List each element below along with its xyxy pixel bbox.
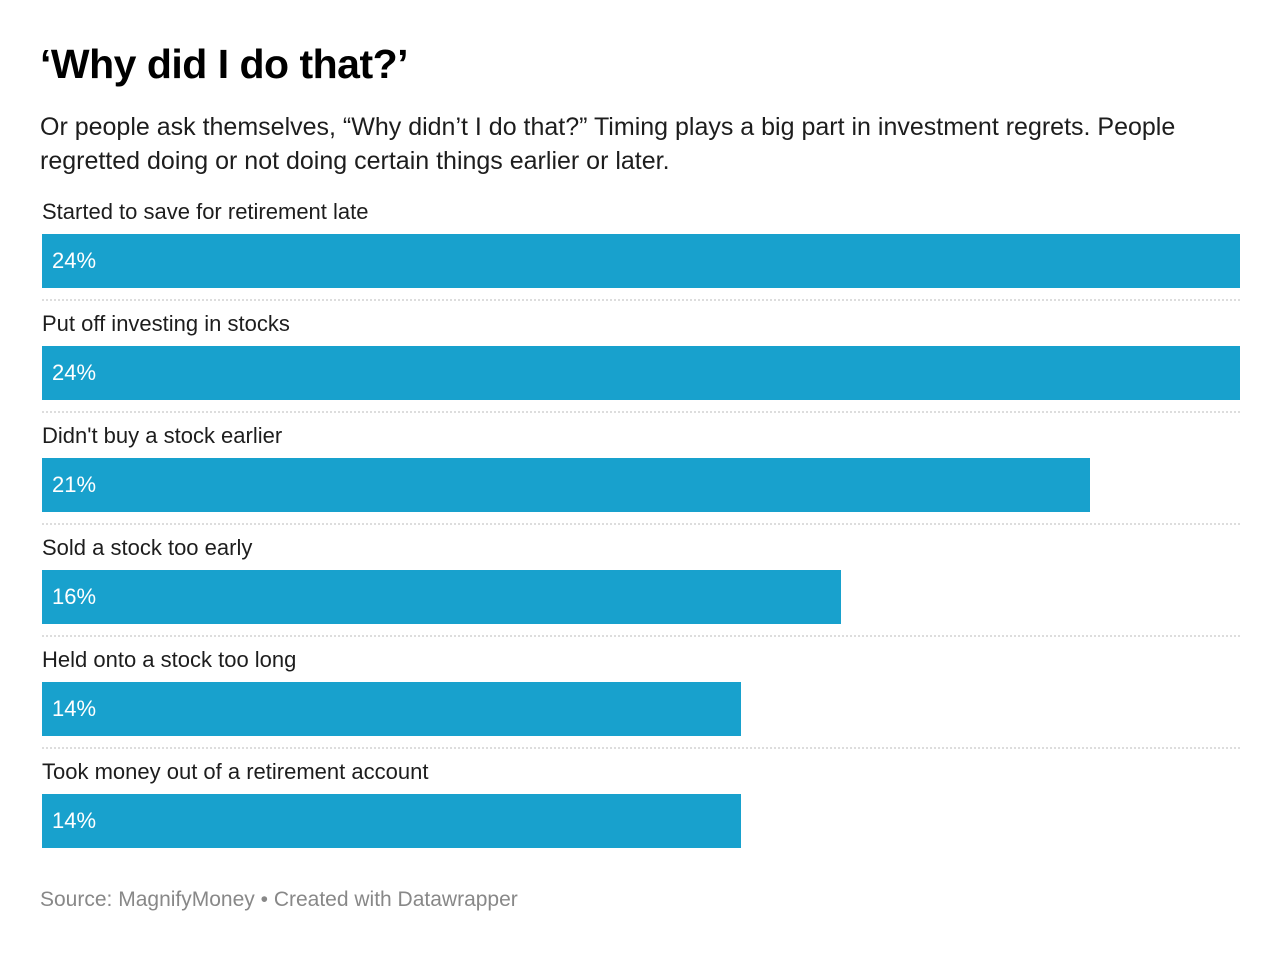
bar-row: Didn't buy a stock earlier 21% [42,420,1240,532]
category-label: Took money out of a retirement account [42,759,429,784]
category-label: Didn't buy a stock earlier [42,423,283,448]
value-label: 16% [52,584,97,609]
bar-row: Sold a stock too early 16% [42,532,1240,644]
row-separator [42,299,1240,301]
category-label: Put off investing in stocks [42,311,290,336]
value-label: 24% [52,360,97,385]
bar[interactable]: 24% [42,346,1240,400]
footer-separator: • [260,888,268,911]
value-label: 24% [52,248,97,273]
row-separator [42,635,1240,637]
bar[interactable]: 16% [42,570,841,624]
bar[interactable]: 14% [42,682,741,736]
value-label: 14% [52,808,97,833]
row-separator [42,523,1240,525]
category-label: Held onto a stock too long [42,647,297,672]
source-name[interactable]: MagnifyMoney [118,888,255,911]
category-label: Sold a stock too early [42,535,253,560]
category-label: Started to save for retirement late [42,199,369,224]
value-label: 14% [52,696,97,721]
bar[interactable]: 21% [42,458,1090,512]
bar-row: Put off investing in stocks 24% [42,308,1240,420]
bar[interactable]: 24% [42,234,1240,288]
footer: Source: MagnifyMoney • Created with Data… [40,886,518,914]
chart-title: ‘Why did I do that?’ [40,41,409,87]
chart-subtitle: Or people ask themselves, “Why didn’t I … [40,113,1176,175]
bar-chart: Started to save for retirement late 24% Pu… [42,196,1240,868]
bar-row: Started to save for retirement late 24% [42,196,1240,308]
source-label: Source: [40,888,113,911]
bar-row: Took money out of a retirement account 14… [42,756,1240,868]
bar-row: Held onto a stock too long 14% [42,644,1240,756]
bar[interactable]: 14% [42,794,741,848]
credit-link[interactable]: Created with Datawrapper [273,888,518,911]
value-label: 21% [52,472,97,497]
row-separator [42,411,1240,413]
row-separator [42,747,1240,749]
